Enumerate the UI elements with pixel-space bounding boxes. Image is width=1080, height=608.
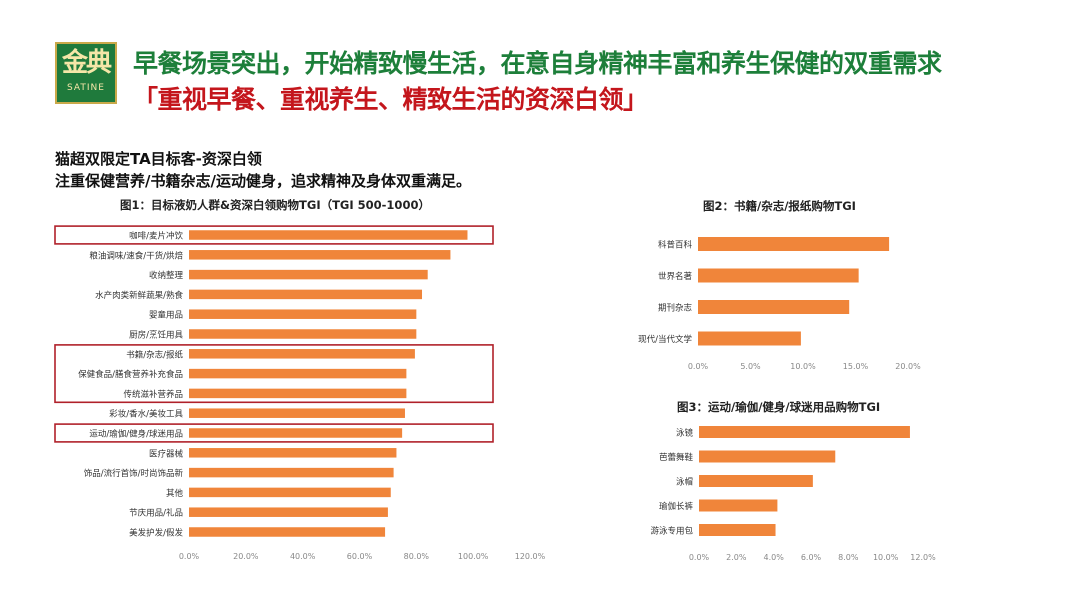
chart3-tick-label: 6.0% [801,553,822,562]
chart2-tick-label: 15.0% [843,362,869,371]
chart1-category-label: 收纳整理 [149,270,184,281]
logo-chinese-text: 金典 [61,48,112,78]
chart1-category-label: 节庆用品/礼品 [129,508,183,519]
chart2-bar [698,300,850,314]
intro-line-2: 注重保健营养/书籍杂志/运动健身，追求精神及身体双重满足。 [55,172,471,190]
chart1-category-label: 彩妆/香水/美妆工具 [109,409,183,420]
chart3-bar [699,426,910,438]
chart1-bar [189,250,451,260]
chart1-category-label: 保健食品/膳食营养补充食品 [78,369,183,380]
chart2-tick-label: 20.0% [895,362,921,371]
chart1-tick-label: 40.0% [290,552,316,561]
chart3-category-label: 瑜伽长裤 [659,501,694,512]
chart1-bar [189,289,423,300]
brand-logo: 金典 SATINE [55,42,117,104]
chart1-tick-label: 80.0% [404,552,430,561]
chart1-tick-label: 60.0% [347,552,373,561]
chart1-tick-label: 0.0% [179,552,200,561]
chart3-title: 图3：运动/瑜伽/健身/球迷用品购物TGI [677,400,881,414]
chart1-highlight-box [54,225,494,245]
chart3-tick-label: 4.0% [764,553,785,562]
chart1-bar [189,368,407,379]
chart3-tick-label: 10.0% [873,553,899,562]
logo-english-text: SATINE [67,83,105,93]
chart3-category-label: 游泳专用包 [650,526,693,537]
chart2-tick-label: 0.0% [688,362,709,371]
chart1-bar [189,269,428,280]
chart1-category-label: 医疗器械 [149,448,184,459]
chart2-tick-label: 10.0% [790,362,816,371]
chart1-bar [189,329,417,339]
chart1-bar [189,408,405,418]
chart2-category-label: 期刊杂志 [658,303,693,314]
chart3-bar [699,524,776,536]
page-title: 早餐场景突出，开始精致慢生活，在意自身精神丰富和养生保健的双重需求 [133,49,942,78]
chart1-bar [189,309,417,319]
chart3-tick-label: 12.0% [910,553,936,562]
chart3-category-label: 芭蕾舞鞋 [659,452,694,463]
chart2-category-label: 科普百科 [658,240,693,251]
chart1-highlight-box [54,344,494,404]
chart1-category-label: 厨房/烹饪用具 [129,330,183,341]
chart1-highlight-box [54,423,494,443]
chart1-category-label: 美发护发/假发 [129,528,183,539]
chart3-bar [699,475,813,487]
chart1-bar [189,428,403,438]
chart2-bar [698,331,801,346]
chart1-bar [189,527,386,537]
chart1-category-label: 其他 [166,488,184,499]
chart3-bar [699,450,836,463]
chart1-bar [189,230,468,240]
chart2-bar [698,237,890,251]
chart1-category-label: 传统滋补营养品 [123,389,183,400]
intro-line-1: 猫超双限定TA目标客-资深白领 [55,150,262,168]
chart2-category-label: 现代/当代文学 [638,334,692,345]
page-subtitle: 「重视早餐、重视养生、精致生活的资深白领」 [133,85,648,114]
chart1-category-label: 饰品/流行首饰/时尚饰品新 [84,468,184,479]
chart1-bar [189,487,391,498]
chart1-title: 图1：目标液奶人群&资深白领购物TGI（TGI 500-1000） [120,198,430,212]
chart1-category-label: 咖啡/麦片冲饮 [129,231,183,242]
chart3-category-label: 泳镜 [676,428,694,439]
chart1-category-label: 书籍/杂志/报纸 [126,349,183,360]
chart1-tick-label: 120.0% [515,552,546,561]
chart2-category-label: 世界名著 [658,271,693,282]
chart2-title: 图2：书籍/杂志/报纸购物TGI [703,199,856,213]
chart1-tick-label: 100.0% [458,552,489,561]
chart3-tick-label: 8.0% [838,553,859,562]
chart1-category-label: 运动/瑜伽/健身/球迷用品 [89,429,183,440]
chart2-tick-label: 5.0% [740,362,761,371]
chart1-category-label: 水产肉类新鲜蔬果/熟食 [95,290,183,301]
chart1-category-label: 粮油调味/速食/干货/烘焙 [89,250,183,261]
chart1-bar [189,467,394,478]
chart3-tick-label: 0.0% [689,553,710,562]
chart3-tick-label: 2.0% [726,553,747,562]
chart1-bar [189,448,397,458]
chart1-bar [189,507,388,517]
chart3-bar [699,499,778,512]
chart1-tick-label: 20.0% [233,552,259,561]
chart1-category-label: 婴童用品 [149,310,183,321]
chart1-bar [189,349,415,359]
chart1-bar [189,388,407,399]
chart2-bar [698,268,859,283]
chart3-category-label: 泳帽 [676,477,693,488]
